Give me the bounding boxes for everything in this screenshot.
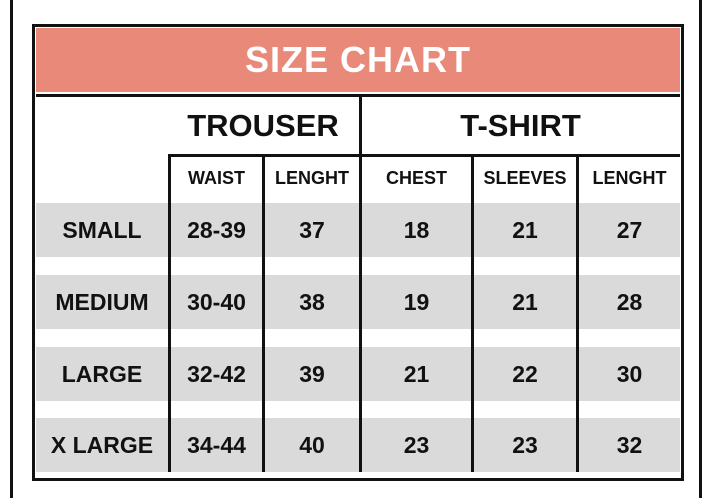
divider bbox=[168, 154, 680, 157]
table-row bbox=[36, 347, 680, 401]
table-cell: 22 bbox=[512, 360, 538, 387]
table-cell: 21 bbox=[403, 360, 430, 387]
table-row bbox=[36, 418, 680, 472]
column-header: LENGHT bbox=[275, 167, 349, 188]
table-cell: 23 bbox=[403, 431, 430, 458]
table-cell: 40 bbox=[299, 431, 325, 458]
size-chart-table bbox=[32, 24, 684, 481]
table-cell: 28-39 bbox=[187, 216, 246, 243]
column-header: CHEST bbox=[385, 167, 447, 188]
size-label: X LARGE bbox=[50, 431, 154, 458]
table-row bbox=[36, 203, 680, 257]
table-cell: 18 bbox=[403, 216, 430, 243]
column-divider bbox=[168, 154, 171, 472]
column-header: SLEEVES bbox=[483, 167, 567, 188]
table-cell: 32 bbox=[616, 431, 643, 458]
column-divider bbox=[576, 154, 579, 472]
group-tshirt: T-SHIRT bbox=[460, 108, 581, 143]
size-label: SMALL bbox=[62, 216, 142, 243]
table-row bbox=[36, 275, 680, 329]
column-header: LENGHT bbox=[592, 167, 667, 188]
table-cell: 23 bbox=[512, 431, 538, 458]
table-cell: 27 bbox=[616, 216, 643, 243]
divider bbox=[36, 94, 680, 97]
outer-frame-right bbox=[699, 0, 702, 498]
table-cell: 37 bbox=[299, 216, 325, 243]
table-cell: 39 bbox=[299, 360, 325, 387]
outer-frame-left bbox=[10, 0, 13, 498]
table-cell: 28 bbox=[616, 288, 643, 315]
column-divider bbox=[359, 94, 362, 472]
table-cell: 30-40 bbox=[187, 288, 246, 315]
column-divider bbox=[471, 154, 474, 472]
table-cell: 19 bbox=[403, 288, 430, 315]
group-trouser: TROUSER bbox=[187, 108, 339, 143]
chart-title: SIZE CHART bbox=[36, 28, 680, 92]
table-cell: 21 bbox=[512, 288, 538, 315]
table-cell: 21 bbox=[512, 216, 538, 243]
column-divider bbox=[262, 154, 265, 472]
table-cell: 30 bbox=[616, 360, 643, 387]
column-header: WAIST bbox=[188, 167, 245, 188]
table-cell: 32-42 bbox=[187, 360, 246, 387]
table-cell: 34-44 bbox=[187, 431, 246, 458]
size-label: MEDIUM bbox=[55, 288, 149, 315]
table-cell: 38 bbox=[299, 288, 325, 315]
size-label: LARGE bbox=[61, 360, 143, 387]
